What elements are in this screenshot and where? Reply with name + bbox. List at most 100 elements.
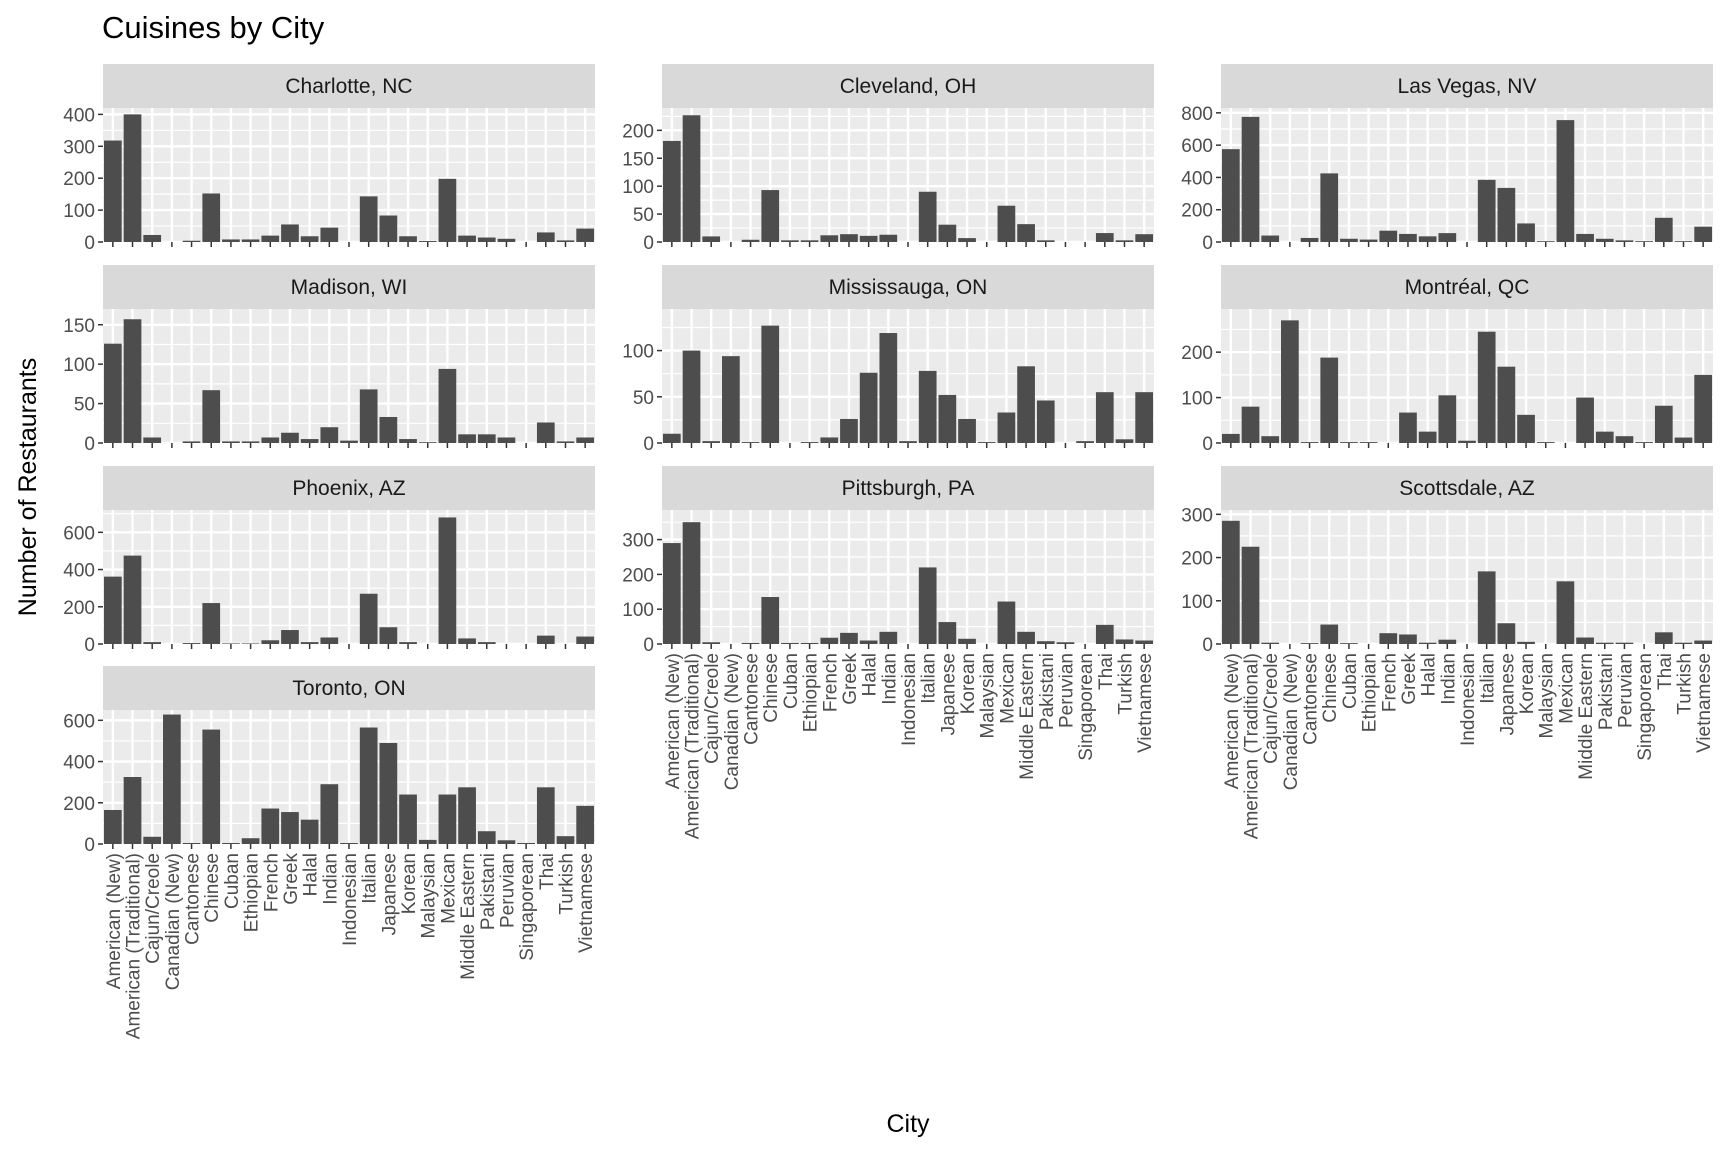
bar-chinese <box>202 729 221 844</box>
facet-strip-label: Pittsburgh, PA <box>842 477 975 500</box>
bar-cajun-creole <box>1261 436 1280 443</box>
bar-greek <box>281 630 299 644</box>
bar-thai <box>1654 405 1673 443</box>
x-tick-label: Japanese <box>1497 653 1518 735</box>
y-tick-label: 400 <box>63 753 95 774</box>
bar-canadian-new <box>722 356 740 443</box>
bar-vietnamese <box>1135 234 1154 242</box>
x-tick-label: Pakistani <box>478 853 499 930</box>
x-tick-label: Cajun/Creole <box>143 853 164 964</box>
bar-indian <box>320 427 339 443</box>
x-tick-label: Indonesian <box>899 653 920 746</box>
bar-japanese <box>379 416 398 443</box>
x-tick-label: Indian <box>879 653 900 705</box>
bar-ethiopian <box>1359 442 1378 443</box>
x-tick-label: Middle Eastern <box>458 853 479 980</box>
x-tick-label: Indian <box>1438 653 1459 705</box>
bar-thai <box>536 787 555 844</box>
bar-pakistani <box>1595 431 1614 443</box>
bar-japanese <box>1497 187 1516 242</box>
y-tick-label: 0 <box>84 233 95 254</box>
bar-ethiopian <box>241 441 260 443</box>
bar-pakistani <box>1595 238 1614 242</box>
bar-korean <box>399 794 417 844</box>
x-tick-label: Mexican <box>1556 653 1577 724</box>
y-tick-label: 100 <box>1181 592 1213 613</box>
x-tick-label: Chinese <box>202 853 223 923</box>
bar-cantonese <box>1300 442 1319 443</box>
bar-peruvian <box>1615 642 1634 644</box>
x-tick-label: Canadian (New) <box>163 853 184 990</box>
bar-peruvian <box>497 437 516 443</box>
bar-french <box>261 437 280 443</box>
bar-cuban <box>222 643 240 644</box>
bar-mexican <box>438 368 457 443</box>
facet-panel-las-vegas-nv: Las Vegas, NV 0 200 400 600 800 <box>1181 64 1713 254</box>
bar-ethiopian <box>800 642 819 644</box>
bar-greek <box>840 632 858 644</box>
bar-italian <box>918 191 937 242</box>
y-tick-label: 300 <box>1181 505 1213 526</box>
bar-singaporean <box>517 842 535 844</box>
facet-strip-label: Toronto, ON <box>292 677 405 700</box>
bar-pakistani <box>1595 642 1614 644</box>
bar-cantonese <box>182 842 201 844</box>
y-tick-label: 600 <box>63 711 95 732</box>
y-tick-label: 100 <box>1181 389 1213 410</box>
y-tick-label: 200 <box>1181 201 1213 222</box>
bar-peruvian <box>1615 436 1634 443</box>
x-axis-label: City <box>886 1110 930 1138</box>
bar-greek <box>281 812 299 844</box>
bar-american-traditional <box>682 522 701 644</box>
bar-korean <box>1517 641 1535 644</box>
bar-ethiopian <box>800 240 819 242</box>
bar-thai <box>1654 217 1673 242</box>
bar-halal <box>859 372 878 443</box>
bar-indian <box>1438 395 1457 443</box>
bar-middle-eastern <box>1017 631 1035 644</box>
bar-cantonese <box>741 239 760 242</box>
bar-greek <box>1399 412 1417 443</box>
bar-indonesian <box>340 842 358 844</box>
bar-american-new <box>1221 520 1240 644</box>
bar-mexican <box>438 794 457 844</box>
bar-halal <box>1418 431 1437 443</box>
bar-american-traditional <box>682 115 701 242</box>
facet-panel-charlotte-nc: Charlotte, NC 0 100 200 300 400 <box>63 64 595 254</box>
bar-greek <box>281 224 299 242</box>
x-tick-label: Ethiopian <box>1360 653 1381 732</box>
bar-middle-eastern <box>1017 366 1035 443</box>
bar-mexican <box>997 412 1016 443</box>
x-tick-label: Cantonese <box>1301 653 1322 745</box>
bar-greek <box>840 418 858 443</box>
bar-french <box>820 437 839 443</box>
facet-panel-montr-al-qc: Montréal, QC 0 100 200 <box>1181 265 1713 455</box>
bar-french <box>820 637 839 644</box>
y-tick-label: 800 <box>1181 104 1213 125</box>
facet-strip <box>662 64 1154 108</box>
bar-indian <box>879 234 898 242</box>
x-tick-label: Vietnamese <box>576 853 597 953</box>
bar-cuban <box>781 240 799 242</box>
bar-indonesian <box>1458 440 1476 443</box>
bar-mexican <box>1556 120 1575 242</box>
x-tick-label: Ethiopian <box>242 853 263 932</box>
y-tick-label: 150 <box>622 149 654 170</box>
y-tick-label: 600 <box>63 523 95 544</box>
bar-pakistani <box>477 831 496 844</box>
bar-cuban <box>1340 442 1358 443</box>
bar-malaysian <box>977 442 996 443</box>
x-tick-label: Canadian (New) <box>1281 653 1302 790</box>
bar-middle-eastern <box>1017 224 1035 242</box>
bar-french <box>820 235 839 242</box>
bar-vietnamese <box>1694 374 1713 443</box>
bar-pakistani <box>477 434 496 443</box>
bar-vietnamese <box>1135 640 1154 644</box>
bar-halal <box>300 642 319 644</box>
y-tick-label: 600 <box>1181 136 1213 157</box>
bar-japanese <box>379 627 398 644</box>
x-tick-label: Cantonese <box>183 853 204 945</box>
x-tick-label: Cajun/Creole <box>1261 653 1282 764</box>
bar-american-traditional <box>1241 406 1260 443</box>
x-tick-label: Cajun/Creole <box>702 653 723 764</box>
